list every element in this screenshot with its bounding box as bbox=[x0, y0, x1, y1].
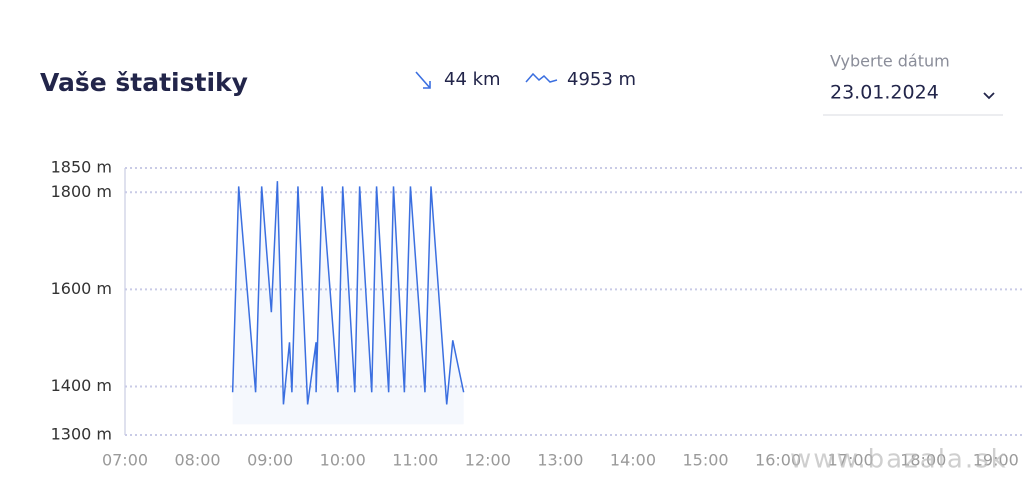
elevation-icon bbox=[525, 72, 558, 83]
x-tick-label: 17:00 bbox=[828, 451, 874, 470]
x-tick-label: 09:00 bbox=[247, 451, 293, 470]
y-tick-label: 1850 m bbox=[51, 158, 112, 177]
x-tick-label: 11:00 bbox=[392, 451, 438, 470]
x-tick-label: 13:00 bbox=[537, 451, 583, 470]
distance-icon bbox=[415, 71, 431, 89]
date-value[interactable]: 23.01.2024 bbox=[830, 82, 939, 104]
x-tick-label: 07:00 bbox=[102, 451, 148, 470]
x-tick-label: 18:00 bbox=[900, 451, 946, 470]
line bbox=[231, 181, 465, 405]
area bbox=[232, 181, 464, 425]
x-tick-label: 10:00 bbox=[320, 451, 366, 470]
distance: 44 km bbox=[444, 69, 501, 90]
watermark: www.bazala.sk bbox=[790, 445, 1008, 475]
date-label: Vyberte dátum bbox=[830, 52, 950, 71]
y-tick-label: 1600 m bbox=[51, 279, 112, 298]
x-tick-label: 14:00 bbox=[610, 451, 656, 470]
x-tick-label: 16:00 bbox=[755, 451, 801, 470]
title: Vaše štatistiky bbox=[40, 68, 248, 97]
date-picker[interactable]: Vyberte dátum 23.01.2024 bbox=[823, 52, 1003, 116]
y-tick-label: 1400 m bbox=[51, 376, 112, 395]
x-tick-label: 19:00 bbox=[973, 451, 1019, 470]
chevron[interactable] bbox=[983, 92, 995, 100]
x-tick-label: 12:00 bbox=[465, 451, 511, 470]
x-tick-label: 15:00 bbox=[682, 451, 728, 470]
y-tick-label: 1800 m bbox=[51, 182, 112, 201]
elevation: 4953 m bbox=[567, 69, 636, 90]
y-tick-label: 1300 m bbox=[51, 425, 112, 444]
x-tick-label: 08:00 bbox=[175, 451, 221, 470]
